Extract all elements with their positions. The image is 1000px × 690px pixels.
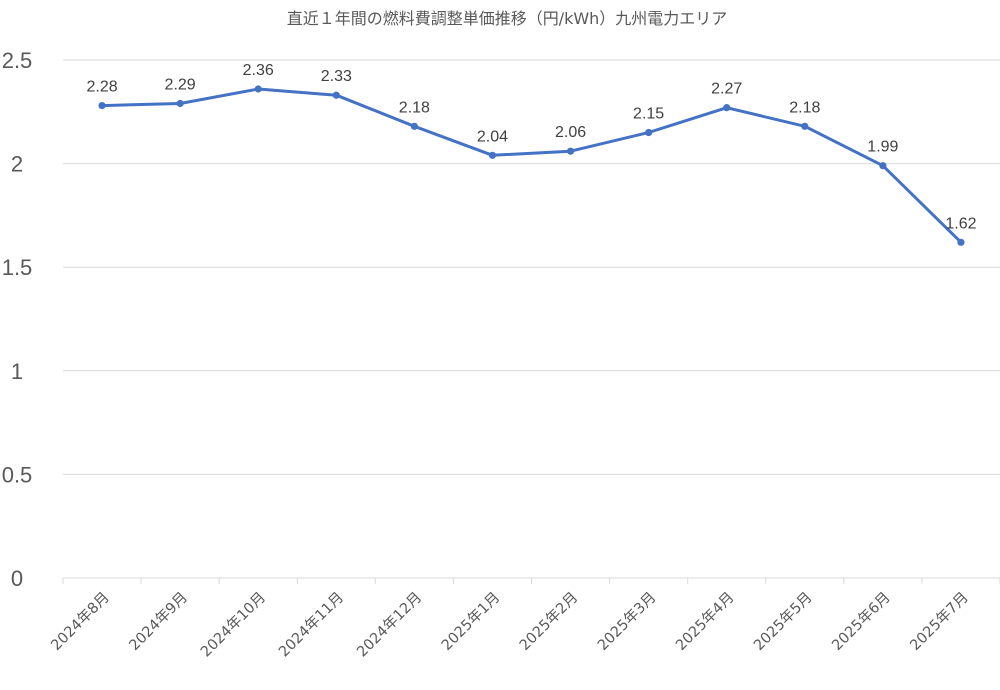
data-label: 2.15	[633, 106, 664, 123]
y-tick-label: 1.5	[2, 255, 33, 280]
data-point	[566, 147, 575, 155]
data-label: 2.18	[399, 99, 430, 116]
data-label: 2.18	[789, 99, 820, 116]
data-label: 2.04	[477, 128, 508, 145]
data-point	[801, 122, 809, 130]
x-tick-label: 2025年2月	[516, 589, 581, 654]
gridlines	[63, 59, 1000, 475]
x-tick-label: 2024年8月	[48, 589, 113, 654]
chart-title: 直近１年間の燃料費調整単価推移（円/kWh）九州電力エリア	[287, 9, 728, 28]
data-label: 2.28	[86, 79, 117, 96]
data-point	[332, 91, 340, 99]
data-label: 1.99	[867, 139, 898, 156]
x-tick-label: 2025年6月	[829, 589, 894, 654]
x-tick-label: 2025年7月	[907, 589, 972, 654]
x-tick-label: 2025年4月	[672, 589, 737, 654]
data-labels: 2.28 2.29 2.36 2.33 2.18 2.04 2.06 2.15 2.27 2.18…	[86, 62, 976, 232]
y-tick-label: 1	[11, 359, 23, 384]
data-point	[410, 122, 418, 130]
data-label: 1.62	[945, 215, 976, 232]
data-point	[176, 99, 184, 108]
y-tick-label: 0	[11, 566, 23, 591]
data-label: 2.27	[711, 81, 742, 98]
x-tick-label: 2025年1月	[438, 589, 503, 654]
x-tick-label: 2024年12月	[354, 589, 426, 661]
data-label: 2.33	[321, 68, 352, 85]
series-line	[100, 87, 963, 244]
x-tick-label: 2024年9月	[126, 589, 191, 654]
data-label: 2.06	[555, 124, 586, 141]
data-point	[879, 162, 887, 170]
x-tick-label: 2025年5月	[750, 589, 815, 654]
y-tick-label: 2.5	[2, 48, 33, 73]
x-tick-label: 2025年3月	[594, 589, 659, 654]
series-group	[98, 85, 965, 246]
data-point	[723, 104, 731, 112]
data-label: 2.36	[243, 62, 274, 79]
x-tick-label: 2024年11月	[275, 589, 347, 661]
y-tick-label: 0.5	[2, 462, 33, 487]
data-point	[488, 151, 497, 159]
data-point	[98, 101, 106, 110]
x-tick-label: 2024年10月	[197, 589, 269, 661]
data-point	[957, 238, 965, 246]
y-tick-label: 2	[11, 152, 23, 177]
data-label: 2.29	[165, 77, 196, 94]
data-point	[254, 85, 262, 93]
data-point	[645, 128, 653, 137]
